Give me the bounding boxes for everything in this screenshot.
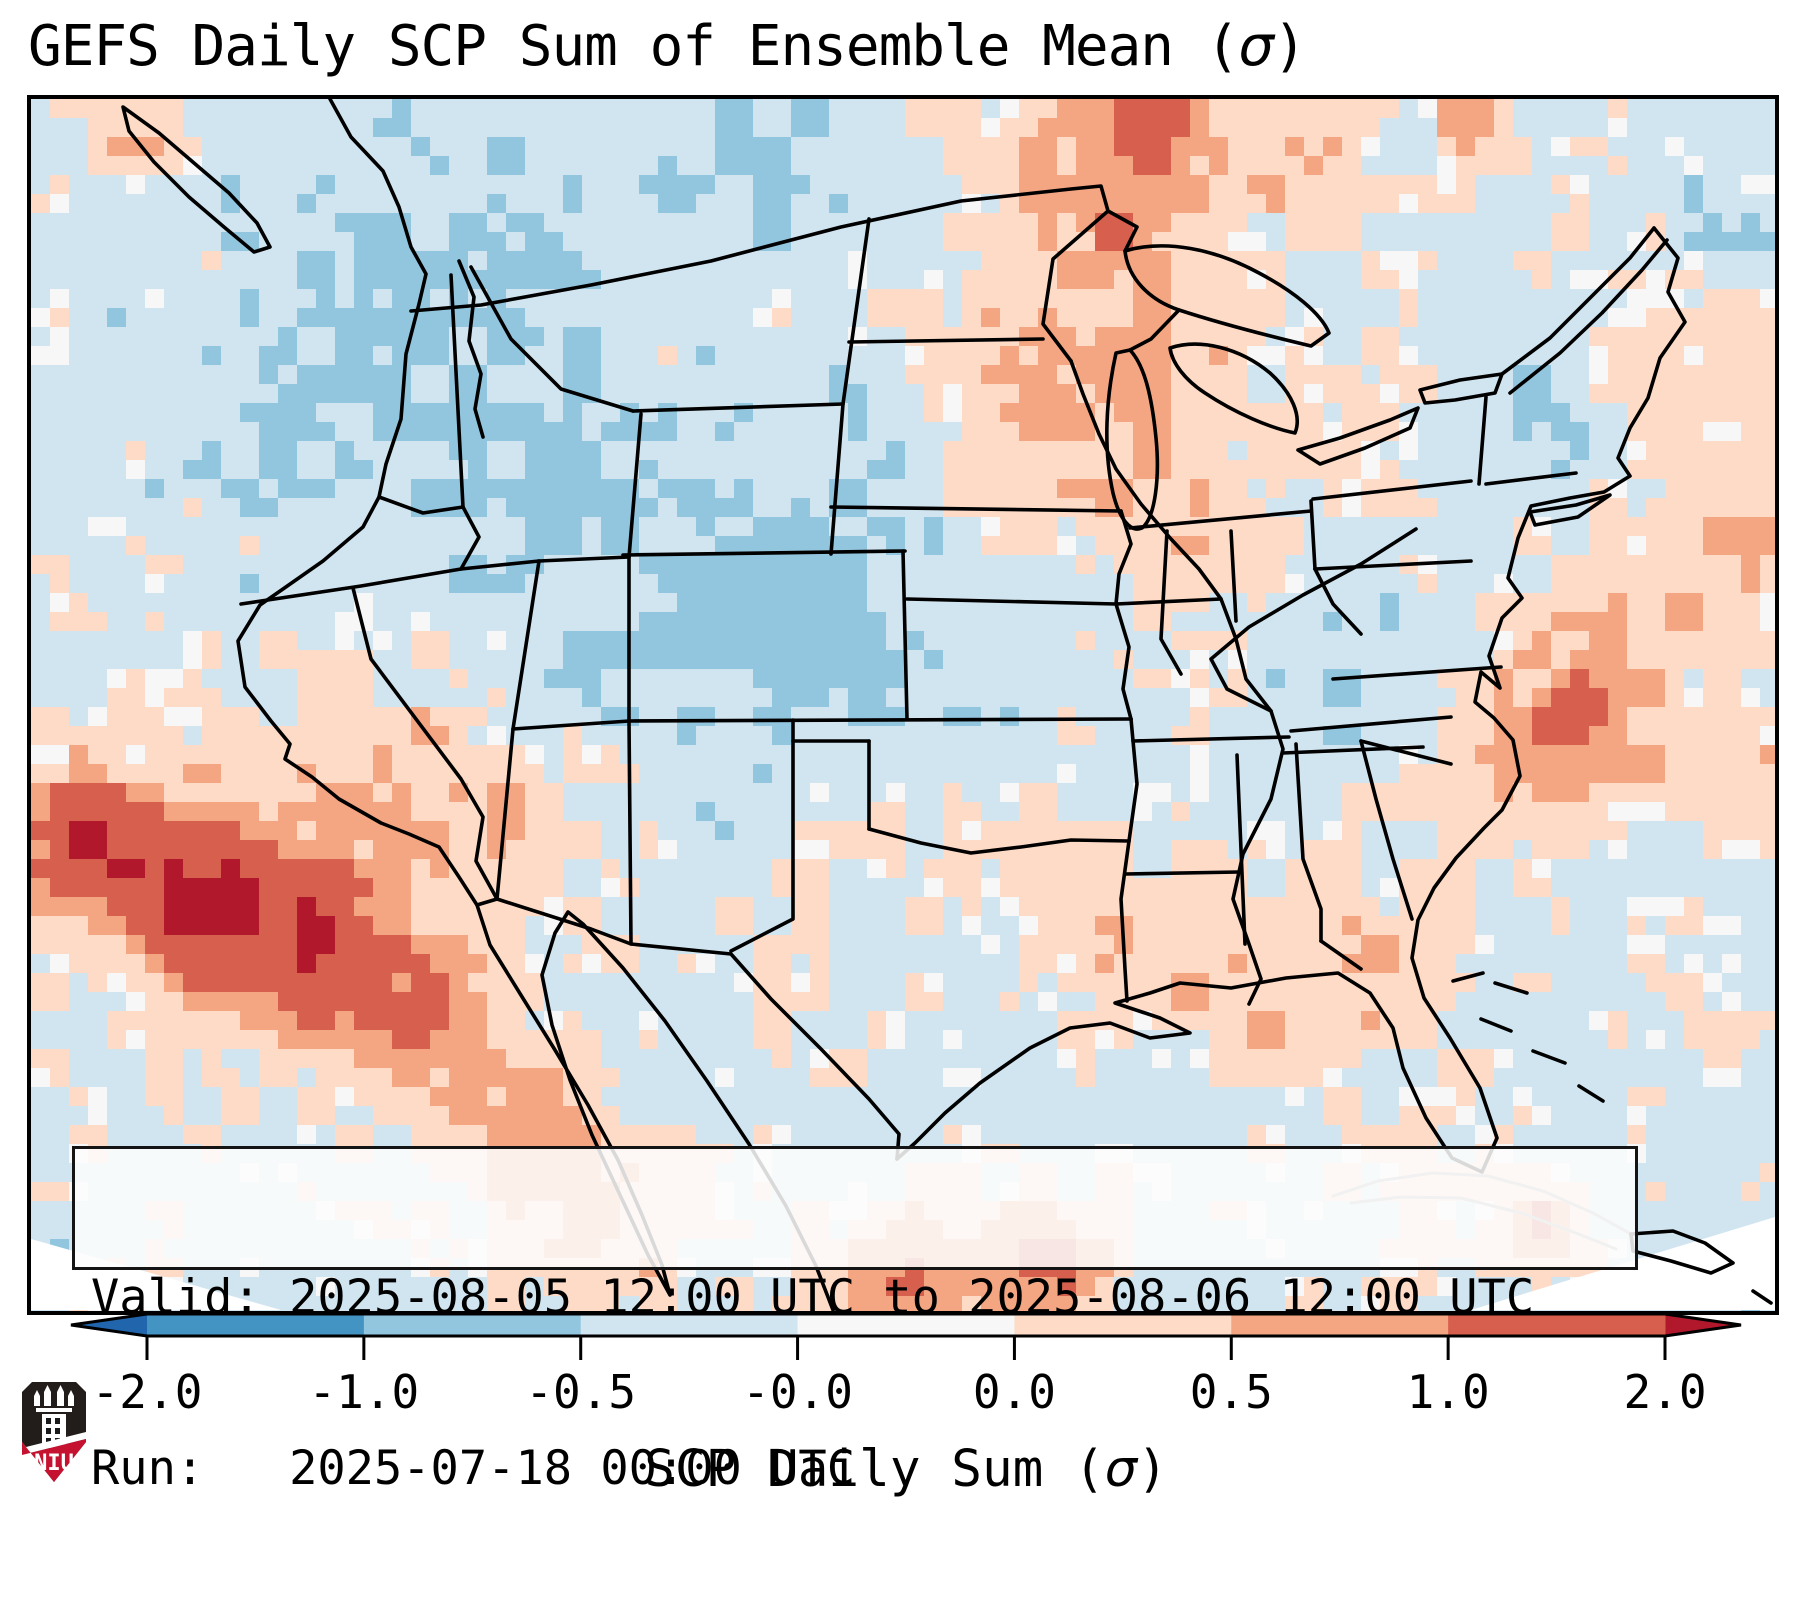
colorbar-segment — [1014, 1314, 1231, 1336]
colorbar-label-text: SCP Daily Sum ( — [644, 1440, 1105, 1499]
colorbar-tick-label: 0.5 — [1190, 1365, 1273, 1419]
colorbar-over-arrow — [1665, 1314, 1741, 1336]
colorbar-label-close-paren: ) — [1137, 1440, 1168, 1499]
arkansas-louisiana-border — [1125, 872, 1239, 874]
colorbar-tick-label: -0.0 — [742, 1365, 853, 1419]
colorbar-label: SCP Daily Sum (σ) — [206, 1440, 1606, 1499]
colorbar-under-arrow — [71, 1314, 147, 1336]
plot-title: GEFS Daily SCP Sum of Ensemble Mean (σ) — [28, 14, 1306, 79]
colorbar-tick-label: 1.0 — [1407, 1365, 1490, 1419]
colorbar-label-sigma: σ — [1105, 1440, 1137, 1499]
colorbar-segment — [364, 1314, 581, 1336]
plot-title-text: GEFS Daily SCP Sum of Ensemble Mean ( — [28, 14, 1238, 79]
colorbar-tick-label: -2.0 — [92, 1365, 203, 1419]
new-mexico-west-border — [629, 721, 631, 944]
niu-logo-text: NIU — [34, 1451, 74, 1476]
colorbar-tick-label: 0.0 — [973, 1365, 1056, 1419]
plot-title-close-paren: ) — [1273, 14, 1306, 79]
figure-root: GEFS Daily SCP Sum of Ensemble Mean (σ) — [0, 0, 1803, 1506]
colorbar-tick-label: 2.0 — [1623, 1365, 1706, 1419]
heatmap-grid — [31, 99, 1775, 1311]
colorbar-segment — [147, 1314, 364, 1336]
colorbar-graphic: -2.0 -1.0 -0.5 -0.0 0.0 0.5 1.0 2.0 — [71, 1314, 1741, 1419]
colorbar-segment — [798, 1314, 1015, 1336]
colorbar-segment — [1231, 1314, 1448, 1336]
colorbar-tick-label: -0.5 — [525, 1365, 636, 1419]
colorbar-segment — [1448, 1314, 1665, 1336]
map-panel — [27, 95, 1779, 1315]
validity-info-box: Valid: 2025-08-05 12:00 UTC to 2025-08-0… — [72, 1146, 1638, 1270]
plot-title-sigma: σ — [1238, 14, 1273, 79]
colorbar-segment — [581, 1314, 798, 1336]
map-svg — [31, 99, 1775, 1311]
colorbar-tick-label: -1.0 — [308, 1365, 419, 1419]
colorbar: -2.0 -1.0 -0.5 -0.0 0.0 0.5 1.0 2.0 — [55, 1304, 1755, 1434]
niu-logo: NIU — [22, 1382, 86, 1484]
